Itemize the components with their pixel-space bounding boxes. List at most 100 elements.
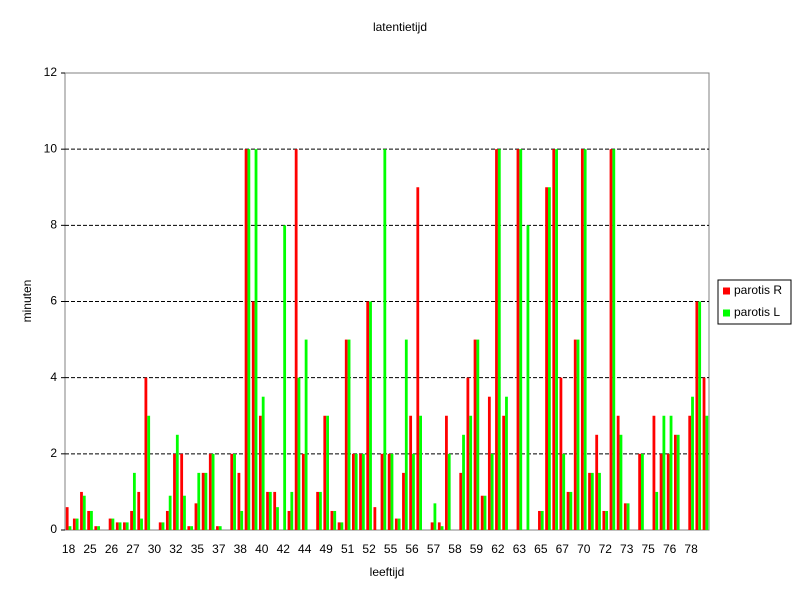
bar xyxy=(261,396,265,530)
bar xyxy=(68,526,72,530)
x-tick-label: 32 xyxy=(169,542,183,556)
bar xyxy=(276,507,279,530)
bar xyxy=(674,434,677,530)
bar xyxy=(619,434,623,530)
bar xyxy=(165,510,169,530)
bar xyxy=(419,415,422,530)
bar xyxy=(623,503,627,530)
bar xyxy=(573,339,577,530)
bar xyxy=(333,510,337,530)
x-tick-label: 38 xyxy=(234,542,248,556)
bar xyxy=(316,491,320,530)
bar xyxy=(75,518,79,530)
bar xyxy=(487,396,491,530)
y-tick-label: 4 xyxy=(50,370,57,384)
bar xyxy=(459,472,463,530)
bar xyxy=(233,453,236,530)
x-tick-label: 55 xyxy=(384,542,398,556)
bar xyxy=(416,187,420,530)
bar xyxy=(466,377,470,530)
bar xyxy=(266,491,269,530)
y-tick-label: 8 xyxy=(50,218,57,232)
legend-swatch xyxy=(723,309,730,317)
bar xyxy=(497,149,501,530)
bar xyxy=(247,149,251,530)
x-tick-label: 75 xyxy=(641,542,655,556)
legend-label: parotis L xyxy=(734,305,780,319)
bar xyxy=(201,472,205,530)
bar xyxy=(352,453,355,530)
bar xyxy=(702,377,706,530)
y-tick-label: 10 xyxy=(44,141,58,155)
x-tick-label: 72 xyxy=(599,542,613,556)
bar xyxy=(609,149,613,530)
bar xyxy=(480,495,484,530)
x-tick-label: 70 xyxy=(577,542,591,556)
bar xyxy=(168,495,172,530)
bar xyxy=(626,503,630,530)
bar xyxy=(516,149,520,530)
bar xyxy=(304,339,308,530)
bar xyxy=(190,526,194,530)
bar xyxy=(602,510,606,530)
bar xyxy=(502,415,506,530)
x-tick-label: 62 xyxy=(491,542,505,556)
bar xyxy=(394,518,398,530)
bar xyxy=(326,415,329,530)
x-tick-label: 42 xyxy=(277,542,291,556)
chart-title: latentietijd xyxy=(373,20,427,34)
legend-box xyxy=(717,279,792,325)
bar xyxy=(580,149,584,530)
bar xyxy=(440,526,444,530)
bar xyxy=(469,415,473,530)
bar xyxy=(605,510,609,530)
bar xyxy=(187,526,191,530)
bar xyxy=(111,518,115,530)
bar xyxy=(655,491,659,530)
bar xyxy=(273,491,277,530)
bar xyxy=(194,503,198,530)
bar xyxy=(369,301,372,530)
bar xyxy=(462,434,465,530)
bar xyxy=(366,301,370,530)
x-tick-label: 76 xyxy=(663,542,677,556)
bar xyxy=(337,522,341,530)
y-tick-label: 12 xyxy=(44,65,58,79)
bar xyxy=(123,522,126,530)
bar xyxy=(490,453,494,530)
y-tick-label: 0 xyxy=(50,522,57,536)
bar xyxy=(380,453,384,530)
bar xyxy=(590,472,594,530)
bar xyxy=(576,339,580,530)
bar xyxy=(319,491,322,530)
bar xyxy=(555,149,558,530)
bar xyxy=(612,149,616,530)
x-tick-label: 63 xyxy=(513,542,527,556)
x-tick-label: 51 xyxy=(341,542,355,556)
bar xyxy=(90,510,93,530)
bar xyxy=(495,149,498,530)
bar xyxy=(662,415,666,530)
bar xyxy=(230,453,234,530)
x-tick-label: 40 xyxy=(255,542,269,556)
bar xyxy=(552,149,556,530)
bar xyxy=(583,149,587,530)
bar xyxy=(691,396,694,530)
bar xyxy=(258,415,262,530)
y-tick-label: 6 xyxy=(50,294,57,308)
x-tick-label: 30 xyxy=(148,542,162,556)
bar xyxy=(197,472,201,530)
bar xyxy=(344,339,348,530)
x-tick-label: 26 xyxy=(105,542,119,556)
bar xyxy=(80,491,83,530)
bar xyxy=(359,453,362,530)
bar xyxy=(251,301,255,530)
bar xyxy=(397,518,401,530)
bar xyxy=(208,453,212,530)
bar xyxy=(130,510,133,530)
bar xyxy=(705,415,709,530)
x-tick-label: 73 xyxy=(620,542,634,556)
bar xyxy=(297,377,301,530)
